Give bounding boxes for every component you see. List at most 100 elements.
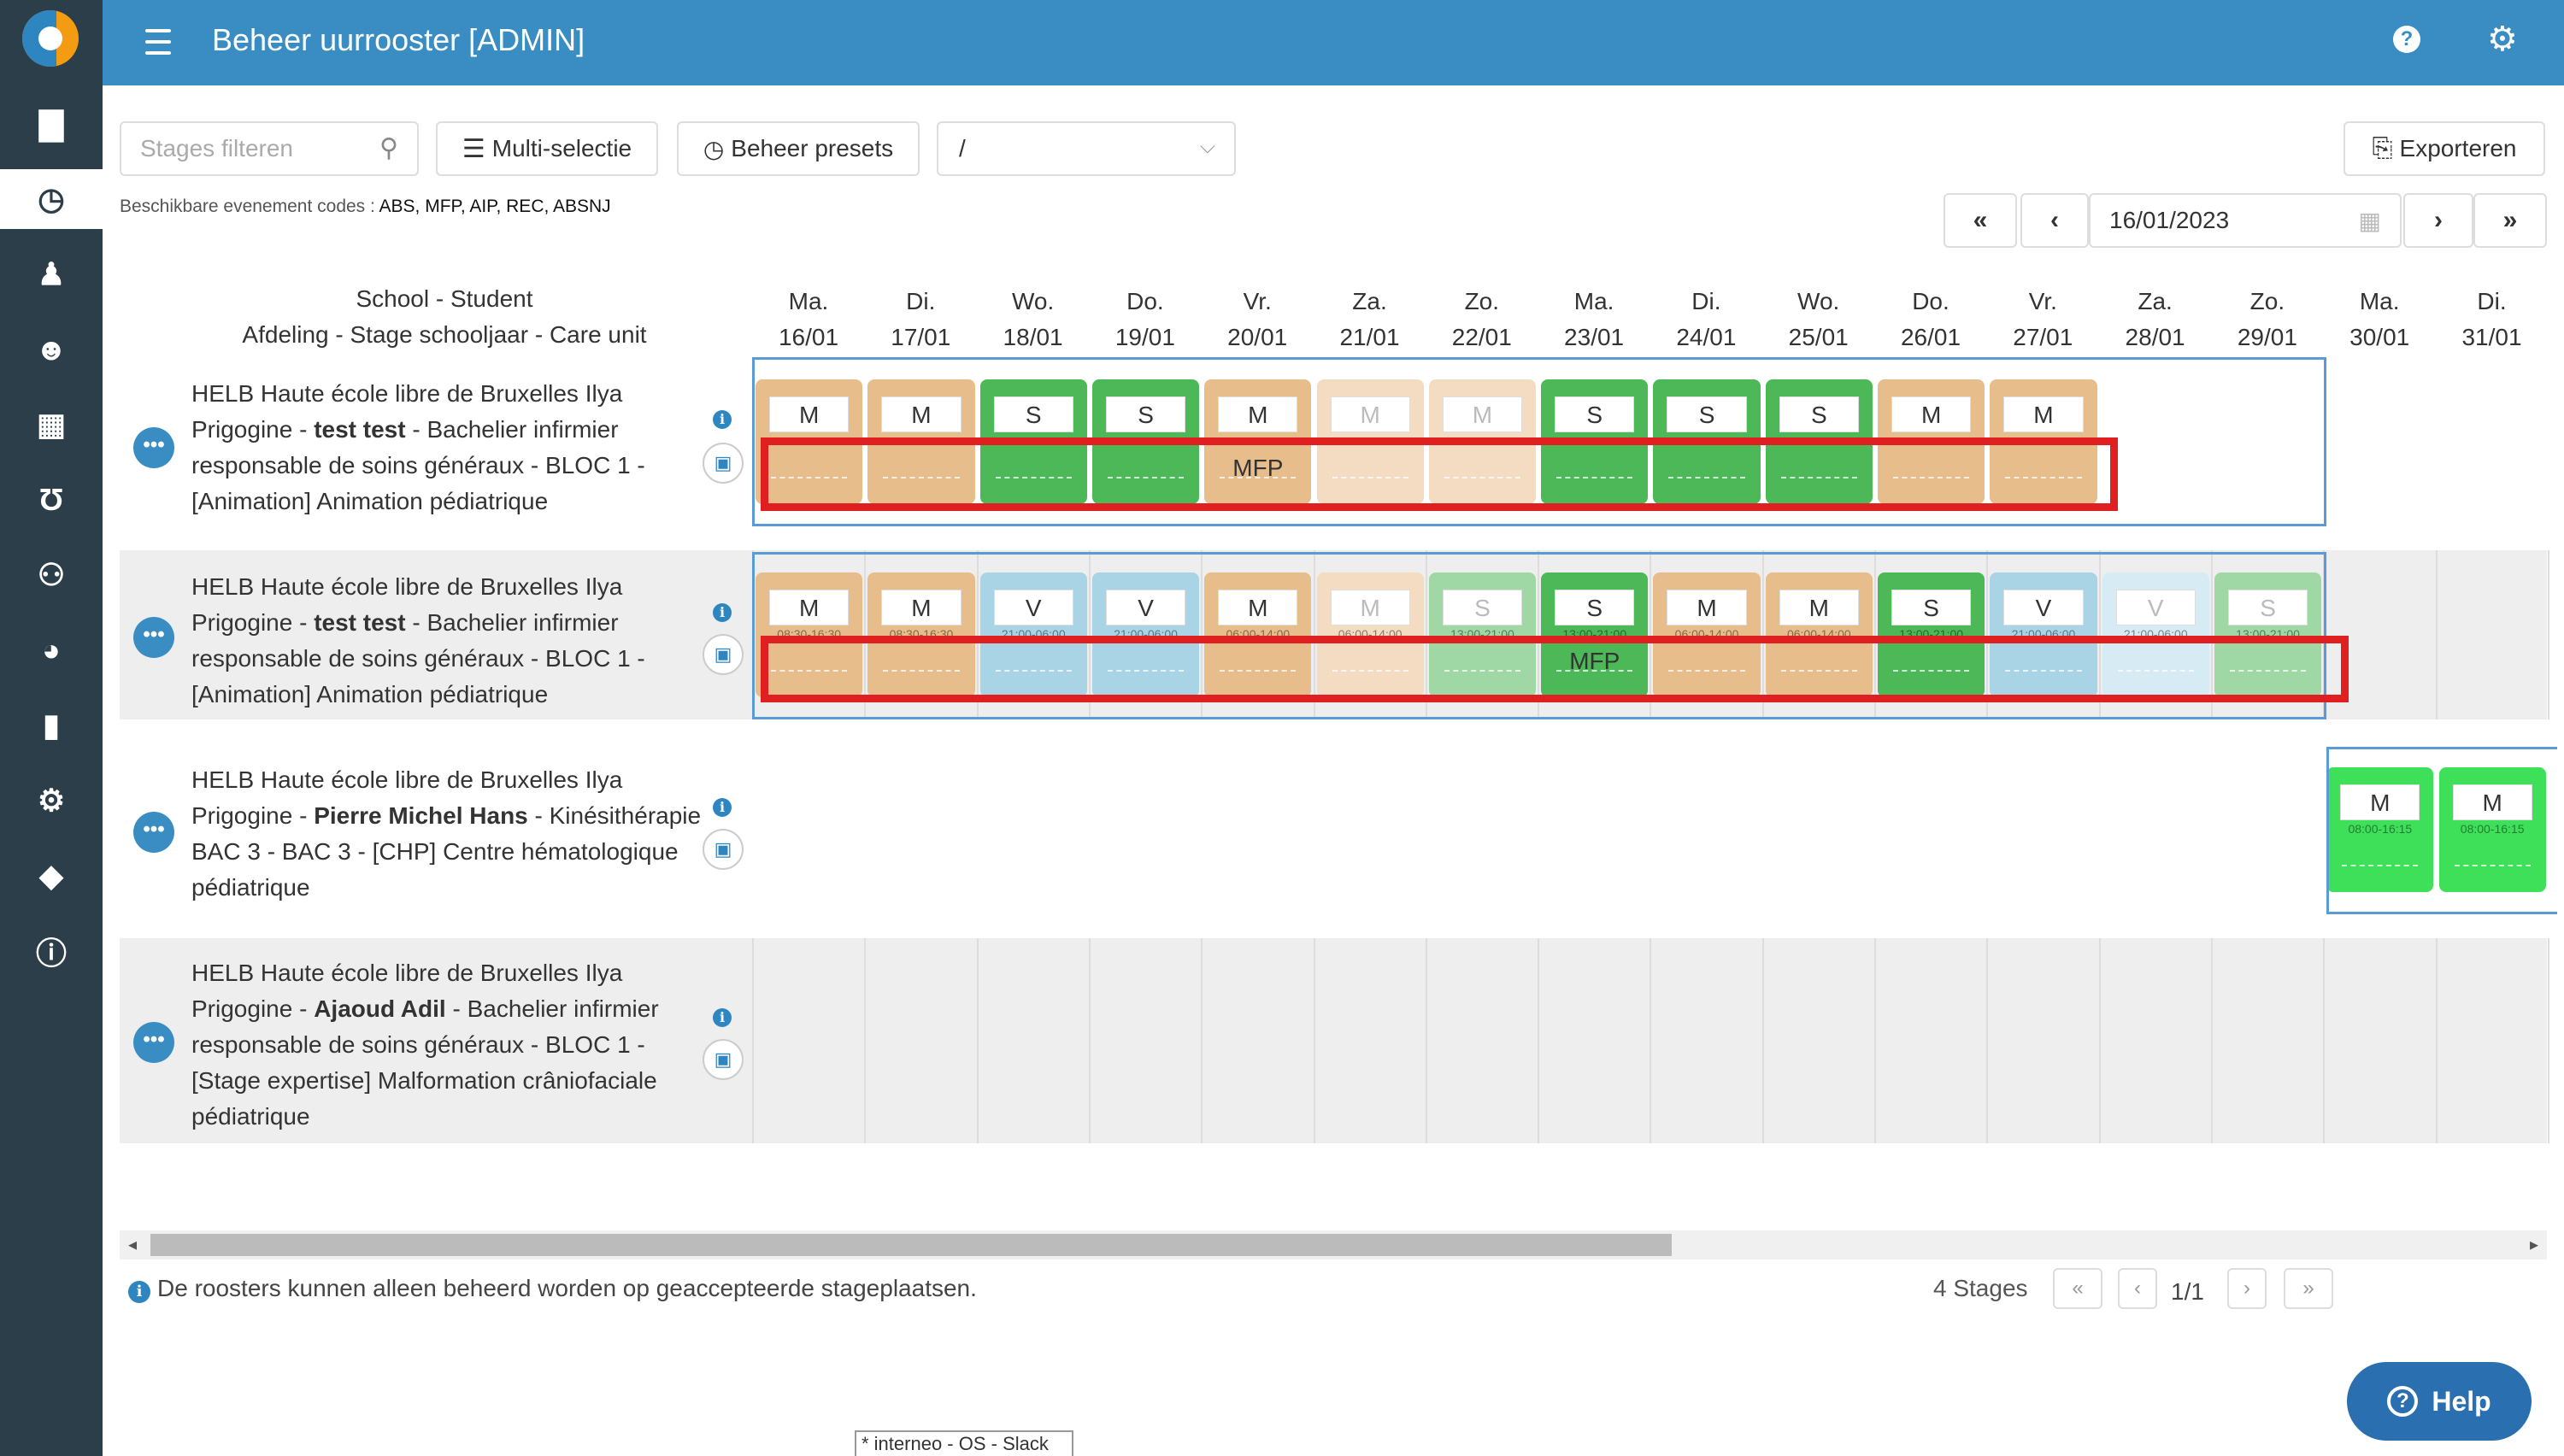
calendar-icon[interactable]: ▣ bbox=[703, 1039, 744, 1080]
day-header: Wo. 25/01 bbox=[1763, 284, 1874, 355]
graduate-icon[interactable]: ♟ bbox=[37, 256, 66, 291]
school-icon[interactable]: ▦ bbox=[36, 407, 66, 442]
last-week-button[interactable]: » bbox=[2473, 193, 2547, 248]
row-more-button[interactable]: ••• bbox=[133, 617, 174, 658]
row-student[interactable]: test test bbox=[314, 609, 406, 636]
horizontal-scrollbar[interactable]: ◂ ▸ bbox=[120, 1230, 2547, 1259]
header-department: Afdeling - Stage schooljaar - Care unit bbox=[242, 321, 647, 348]
shift-code: M bbox=[1218, 396, 1298, 432]
shift-block[interactable]: M 08:30-16:30 bbox=[756, 572, 863, 697]
menu-icon[interactable] bbox=[145, 29, 171, 55]
export-button[interactable]: ⎘ Exporteren bbox=[2343, 121, 2545, 176]
info-icon[interactable]: i bbox=[713, 798, 732, 817]
shift-event: MFP bbox=[1232, 455, 1284, 481]
day-name: Wo. bbox=[1797, 288, 1840, 314]
calendar-icon[interactable]: ▇ bbox=[39, 106, 63, 141]
column-divider bbox=[1538, 938, 1540, 1143]
pie-chart-icon[interactable]: ◕ bbox=[42, 632, 61, 667]
column-divider bbox=[1088, 938, 1091, 1143]
row-student[interactable]: test test bbox=[314, 416, 406, 443]
search-input[interactable]: Stages filteren ⚲ bbox=[120, 121, 419, 176]
shift-code: S bbox=[1667, 396, 1747, 432]
gears-icon[interactable]: ⚙ bbox=[37, 783, 66, 818]
next-week-button[interactable]: › bbox=[2403, 193, 2473, 248]
tags-icon[interactable]: ◆ bbox=[39, 858, 63, 893]
clock-icon: ◷ bbox=[703, 135, 725, 162]
column-divider bbox=[1201, 938, 1203, 1143]
shift-block[interactable]: S 13:00-21:00 bbox=[1878, 572, 1985, 697]
question-icon: ? bbox=[2387, 1386, 2419, 1417]
next-page-button[interactable]: › bbox=[2227, 1268, 2267, 1309]
shift-code: S bbox=[1555, 396, 1635, 432]
row-more-button[interactable]: ••• bbox=[133, 1022, 174, 1063]
row-more-button[interactable]: ••• bbox=[133, 427, 174, 468]
shift-divider bbox=[1893, 670, 1970, 672]
shift-block[interactable]: S 13:00-21:00 MFP bbox=[1541, 572, 1649, 697]
column-divider bbox=[976, 938, 979, 1143]
column-divider bbox=[1088, 550, 1091, 719]
stethoscope-icon[interactable]: Ʊ bbox=[38, 482, 64, 517]
shift-code: V bbox=[2003, 590, 2084, 625]
calendar-icon[interactable]: ▣ bbox=[703, 634, 744, 675]
first-week-button[interactable]: « bbox=[1944, 193, 2017, 248]
prev-page-button[interactable]: ‹ bbox=[2118, 1268, 2157, 1309]
help-button[interactable]: ? Help bbox=[2347, 1362, 2532, 1441]
shift-divider bbox=[1444, 477, 1521, 478]
shift-block[interactable]: M 06:00-14:00 bbox=[1316, 572, 1424, 697]
shift-divider bbox=[2342, 865, 2419, 866]
shift-block[interactable]: M 06:00-14:00 bbox=[1653, 572, 1761, 697]
column-divider bbox=[864, 938, 867, 1143]
day-date: 22/01 bbox=[1451, 324, 1512, 350]
first-page-button[interactable]: « bbox=[2053, 1268, 2102, 1309]
smile-icon[interactable]: ☻ bbox=[35, 332, 68, 367]
shift-block[interactable]: S 13:00-21:00 bbox=[2214, 572, 2322, 697]
row-more-button[interactable]: ••• bbox=[133, 812, 174, 853]
day-name: Za. bbox=[1352, 288, 1387, 314]
calendar-icon[interactable]: ▣ bbox=[703, 829, 744, 870]
clock-icon[interactable]: ◷ bbox=[0, 169, 103, 229]
shift-block[interactable]: S 13:00-21:00 bbox=[1428, 572, 1537, 697]
day-name: Zo. bbox=[1464, 288, 1500, 314]
chevron-down-icon: ⌵ bbox=[1199, 135, 1215, 158]
presets-button[interactable]: ◷ Beheer presets bbox=[677, 121, 920, 176]
column-divider bbox=[1986, 550, 1989, 719]
shift-divider bbox=[1107, 670, 1185, 672]
shift-block[interactable]: V 21:00-06:00 bbox=[1990, 572, 2097, 697]
row-student[interactable]: Pierre Michel Hans bbox=[314, 802, 528, 829]
app-logo[interactable] bbox=[22, 10, 79, 67]
shift-block[interactable]: M 06:00-14:00 bbox=[1765, 572, 1873, 697]
shift-divider bbox=[995, 477, 1072, 478]
calendar-icon[interactable]: ▣ bbox=[703, 443, 744, 484]
shift-code: S bbox=[1891, 590, 1972, 625]
shift-block[interactable]: M 08:30-16:30 bbox=[867, 572, 975, 697]
multi-select-button[interactable]: ☰ Multi-selectie bbox=[436, 121, 658, 176]
shift-block[interactable]: M 08:00-16:15 bbox=[2326, 767, 2434, 892]
preset-select[interactable]: / ⌵ bbox=[937, 121, 1236, 176]
date-input[interactable]: 16/01/2023 ▦ bbox=[2089, 193, 2402, 248]
scroll-thumb[interactable] bbox=[150, 1234, 1672, 1256]
info-icon[interactable]: ⓘ bbox=[35, 936, 67, 971]
scroll-right-icon[interactable]: ▸ bbox=[2529, 1236, 2538, 1254]
day-name: Ma. bbox=[2359, 288, 2400, 314]
row-student[interactable]: Ajaoud Adil bbox=[314, 995, 446, 1022]
info-icon[interactable]: i bbox=[713, 1008, 732, 1027]
day-header: Do. 19/01 bbox=[1090, 284, 1201, 355]
info-icon[interactable]: i bbox=[713, 603, 732, 622]
last-page-button[interactable]: » bbox=[2284, 1268, 2333, 1309]
row-bg-4 bbox=[120, 938, 2547, 1143]
shift-code: S bbox=[1779, 396, 1859, 432]
shift-block[interactable]: V 21:00-06:00 bbox=[979, 572, 1087, 697]
date-value: 16/01/2023 bbox=[2109, 207, 2230, 233]
people-icon[interactable]: ⚇ bbox=[37, 557, 66, 592]
scroll-left-icon[interactable]: ◂ bbox=[128, 1236, 138, 1254]
id-card-icon[interactable]: ▮ bbox=[43, 707, 60, 743]
shift-divider bbox=[1220, 477, 1297, 478]
prev-week-button[interactable]: ‹ bbox=[2020, 193, 2089, 248]
shift-block[interactable]: M 08:00-16:15 bbox=[2438, 767, 2546, 892]
help-icon[interactable]: ? bbox=[2393, 26, 2420, 53]
shift-divider bbox=[1668, 477, 1745, 478]
shift-block[interactable]: V 21:00-06:00 bbox=[1091, 572, 1200, 697]
gear-icon[interactable]: ⚙ bbox=[2487, 21, 2518, 58]
info-icon[interactable]: i bbox=[713, 410, 732, 429]
day-date: 27/01 bbox=[2013, 324, 2073, 350]
